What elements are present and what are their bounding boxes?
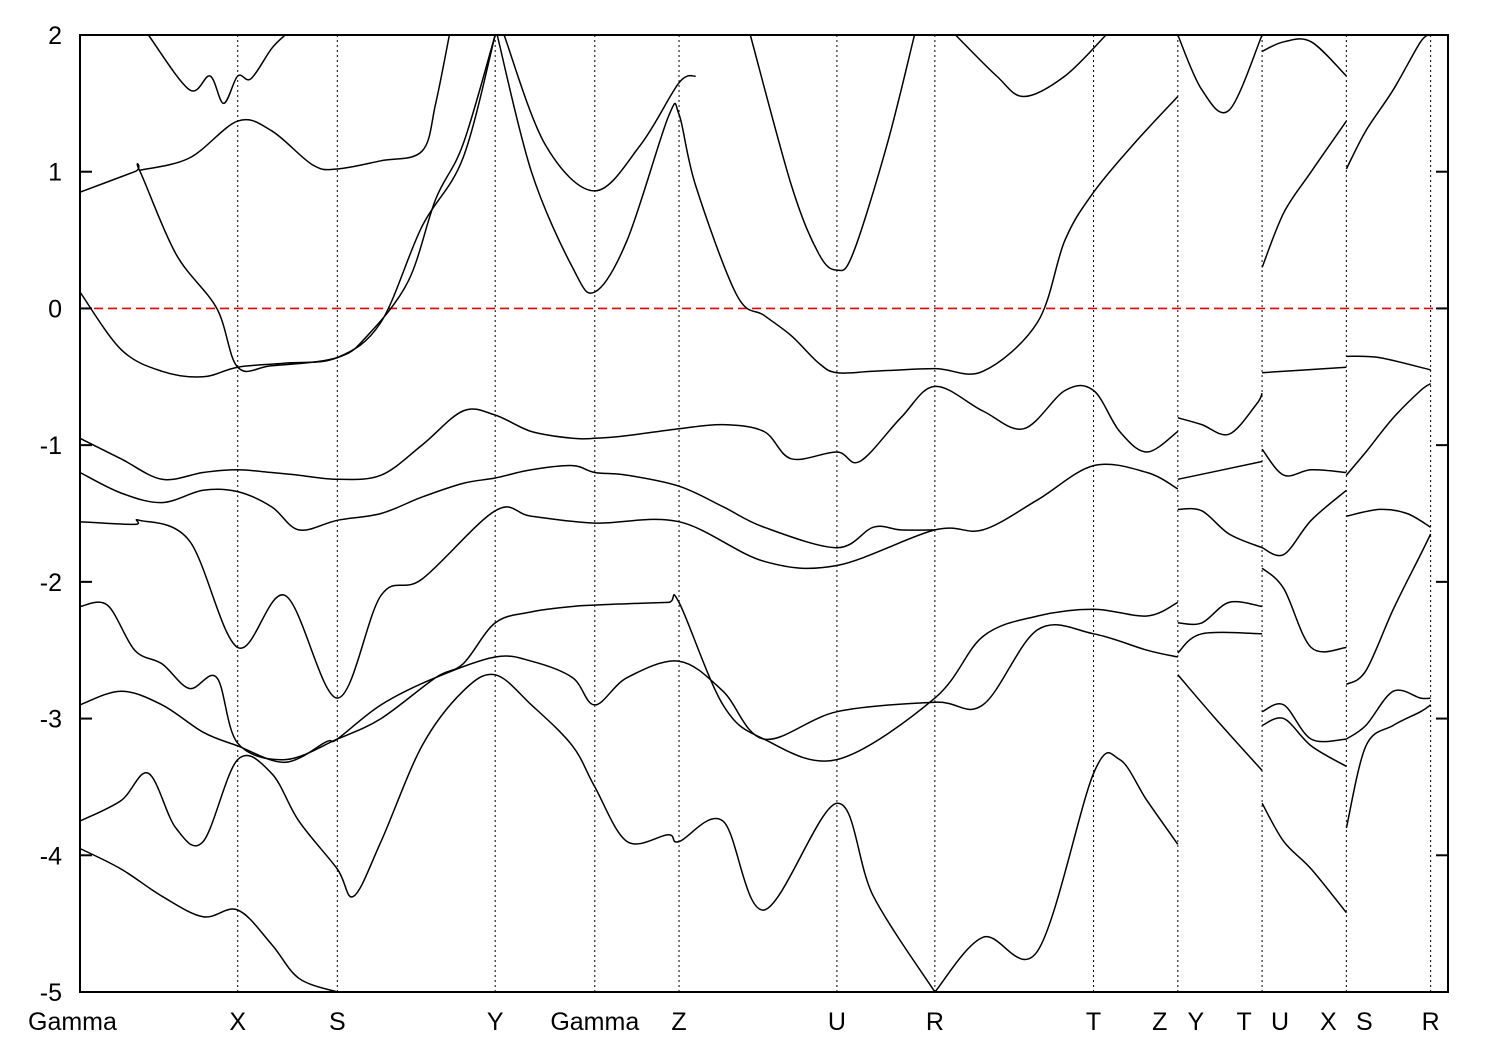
x-tick-label: Gamma (550, 1008, 639, 1036)
x-tick-label: T (1236, 1008, 1251, 1036)
x-tick-label: U (828, 1008, 846, 1036)
y-tick-label: -4 (40, 842, 62, 870)
band-line (79, 624, 1178, 764)
band-line (496, 34, 1179, 375)
band-line (1262, 366, 1347, 374)
band-line (1346, 355, 1431, 371)
y-tick-label: -2 (40, 569, 62, 597)
x-tick-label: U (1271, 1008, 1289, 1036)
plot-frame (79, 34, 1449, 993)
band-line (79, 34, 496, 373)
band-line (1261, 703, 1347, 743)
band-line (1345, 34, 1432, 170)
band-line (1261, 38, 1347, 77)
band-line (147, 34, 286, 105)
band-line (1177, 392, 1263, 436)
band-line (1177, 674, 1263, 772)
x-tick-label: Gamma (28, 1008, 117, 1036)
band-line (503, 34, 696, 192)
band-line (1345, 533, 1432, 686)
y-tick-label: -3 (40, 706, 62, 734)
band-line (954, 34, 1107, 98)
x-tick-label: T (1086, 1008, 1101, 1036)
y-tick-label: 0 (48, 295, 62, 323)
x-tick-label: S (1356, 1008, 1373, 1036)
band-line (79, 673, 936, 993)
x-tick-label: X (229, 1008, 246, 1036)
y-tick-label: 1 (48, 159, 62, 187)
y-axis: -5 -4 -3 -2 -1 0 1 2 (40, 22, 1448, 1007)
band-line (1345, 704, 1432, 829)
band-line (79, 463, 1179, 699)
band-line (934, 752, 1179, 993)
band-line (1261, 717, 1347, 768)
band-line (139, 34, 451, 172)
x-tick-label: R (1422, 1008, 1440, 1036)
band-lines (79, 34, 1432, 993)
band-line (79, 384, 1179, 481)
band-line (1177, 600, 1263, 626)
band-line (1177, 631, 1263, 654)
y-tick-label: -5 (40, 979, 62, 1007)
band-line (1261, 489, 1347, 557)
x-tick-label: Y (487, 1008, 504, 1036)
band-line (1261, 448, 1347, 477)
band-line (1261, 120, 1348, 268)
high-symmetry-gridlines (237, 35, 1432, 992)
x-tick-label: R (926, 1008, 944, 1036)
band-line (1261, 802, 1347, 914)
x-tick-label: S (329, 1008, 346, 1036)
band-line (1177, 507, 1263, 549)
x-tick-label: X (1320, 1008, 1337, 1036)
y-tick-label: 2 (48, 22, 62, 50)
x-tick-label: Y (1187, 1008, 1204, 1036)
x-tick-label: Z (1152, 1008, 1167, 1036)
x-tick-label: Z (671, 1008, 686, 1036)
band-line (1346, 508, 1431, 528)
band-line (79, 594, 1179, 762)
band-line (749, 34, 916, 272)
band-line (1177, 34, 1263, 114)
band-line (79, 464, 935, 549)
band-line (1261, 567, 1347, 653)
band-line (1345, 382, 1432, 476)
band-line (1177, 460, 1263, 481)
band-line (79, 847, 338, 993)
x-axis: Gamma X S Y Gamma Z U R T Z Y T U X S R (28, 1008, 1440, 1036)
band-line (1345, 689, 1431, 740)
y-tick-label: -1 (40, 432, 62, 460)
